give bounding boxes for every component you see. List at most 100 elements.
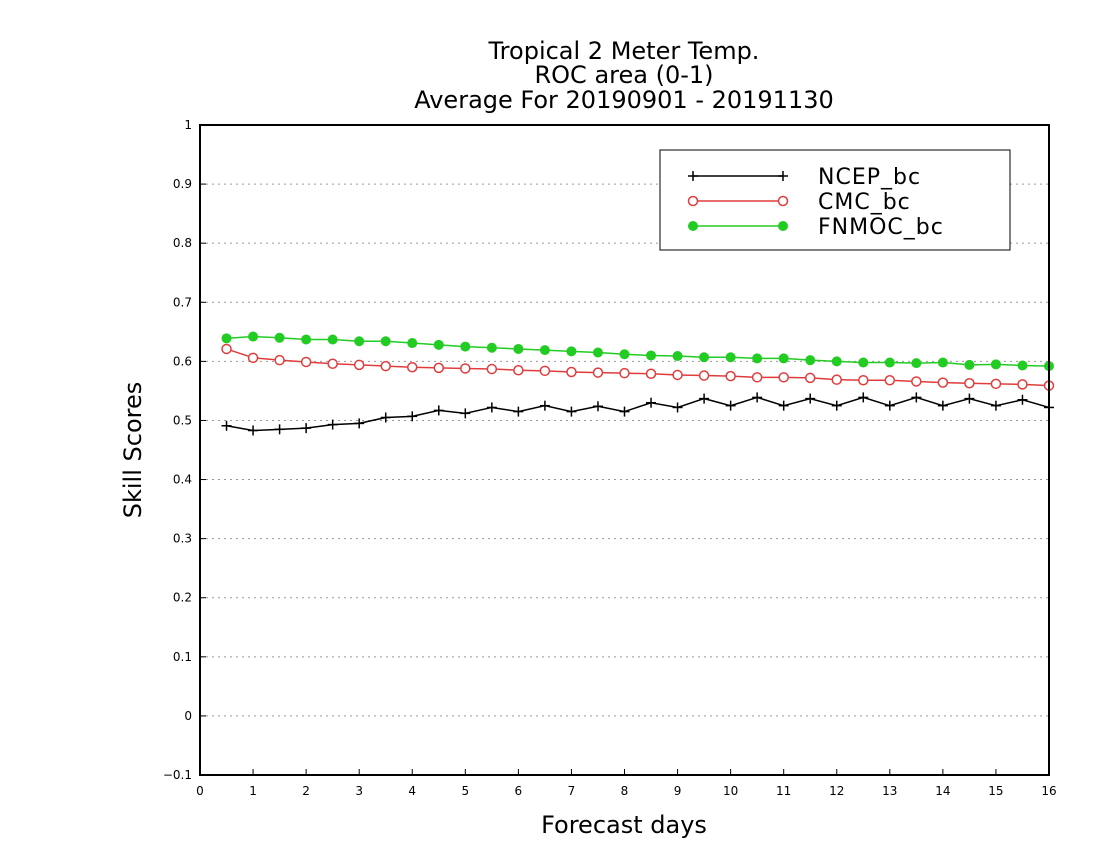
data-point-fnmoc-bc bbox=[380, 336, 391, 347]
data-point-cmc-bc bbox=[725, 370, 736, 382]
data-point-fnmoc-bc bbox=[778, 353, 789, 364]
data-point-fnmoc-bc bbox=[1017, 360, 1028, 371]
data-point-cmc-bc bbox=[486, 363, 498, 375]
data-point-cmc-bc bbox=[672, 369, 683, 381]
x-tick-label: 6 bbox=[515, 784, 523, 798]
legend-marker bbox=[778, 221, 788, 231]
data-point-cmc-bc bbox=[964, 377, 975, 389]
legend-label: CMC_bc bbox=[818, 190, 911, 215]
data-point-fnmoc-bc bbox=[619, 349, 630, 360]
data-point-fnmoc-bc bbox=[752, 353, 763, 364]
title-line-2: ROC area (0-1) bbox=[534, 61, 713, 89]
data-point-ncep-bc bbox=[725, 400, 736, 411]
data-point-cmc-bc bbox=[990, 378, 1002, 390]
data-point-ncep-bc bbox=[566, 406, 577, 417]
data-point-ncep-bc bbox=[433, 405, 444, 416]
data-point-cmc-bc bbox=[884, 375, 896, 386]
data-point-ncep-bc bbox=[699, 393, 710, 404]
series-ncep-bc bbox=[221, 392, 1054, 436]
legend-marker bbox=[688, 221, 698, 231]
data-point-fnmoc-bc bbox=[805, 355, 816, 366]
data-point-cmc-bc bbox=[858, 375, 869, 386]
x-tick-label: 9 bbox=[674, 784, 682, 798]
y-tick-label: 0 bbox=[184, 709, 192, 723]
x-tick-label: 11 bbox=[776, 784, 791, 798]
data-point-fnmoc-bc bbox=[486, 342, 497, 353]
y-tick-label: 0.7 bbox=[173, 295, 192, 309]
series-line-ncep-bc bbox=[226, 396, 1050, 432]
y-tick-label: 0.6 bbox=[173, 354, 192, 368]
x-tick-label: 12 bbox=[829, 784, 844, 798]
data-point-cmc-bc bbox=[619, 367, 630, 379]
data-point-cmc-bc bbox=[911, 376, 922, 387]
x-tick-label: 0 bbox=[196, 784, 204, 798]
x-axis-ticks: 0 1 2 3 4 5 6 7 8 9 10 11 12 13 14 15 16 bbox=[196, 769, 1057, 798]
data-point-cmc-bc bbox=[1017, 379, 1028, 390]
data-point-ncep-bc bbox=[354, 418, 365, 429]
data-point-ncep-bc bbox=[646, 397, 657, 408]
data-point-ncep-bc bbox=[858, 392, 869, 403]
y-tick-label: 1 bbox=[184, 118, 192, 132]
data-point-ncep-bc bbox=[592, 401, 603, 412]
data-point-ncep-bc bbox=[990, 400, 1001, 411]
data-point-cmc-bc bbox=[300, 356, 312, 368]
x-tick-label: 10 bbox=[723, 784, 738, 798]
data-point-cmc-bc bbox=[353, 359, 365, 371]
data-point-ncep-bc bbox=[805, 393, 816, 404]
data-point-ncep-bc bbox=[513, 406, 524, 417]
y-tick-label: 0.8 bbox=[173, 236, 192, 250]
data-point-ncep-bc bbox=[539, 400, 550, 411]
y-tick-label: 0.2 bbox=[173, 591, 192, 605]
data-point-fnmoc-bc bbox=[672, 351, 683, 362]
data-point-cmc-bc bbox=[380, 360, 391, 372]
data-point-cmc-bc bbox=[831, 374, 842, 385]
x-tick-label: 4 bbox=[408, 784, 416, 798]
data-point-ncep-bc bbox=[1017, 394, 1028, 405]
y-tick-label: 0.9 bbox=[173, 177, 192, 191]
data-point-fnmoc-bc bbox=[725, 352, 736, 363]
data-point-fnmoc-bc bbox=[407, 338, 418, 349]
data-point-ncep-bc bbox=[964, 393, 975, 404]
data-point-fnmoc-bc bbox=[858, 357, 869, 368]
data-point-ncep-bc bbox=[460, 408, 471, 419]
data-point-cmc-bc bbox=[778, 372, 789, 383]
data-point-ncep-bc bbox=[752, 392, 763, 403]
data-point-ncep-bc bbox=[619, 406, 630, 417]
y-tick-label: 0.5 bbox=[173, 413, 192, 427]
title-line-1: Tropical 2 Meter Temp. bbox=[488, 37, 760, 65]
data-point-cmc-bc bbox=[937, 377, 949, 388]
x-tick-label: 16 bbox=[1041, 784, 1056, 798]
data-point-cmc-bc bbox=[804, 372, 816, 384]
grid-lines bbox=[200, 183, 1049, 717]
y-tick-label: 0.1 bbox=[173, 650, 192, 664]
data-point-cmc-bc bbox=[566, 366, 577, 378]
data-point-fnmoc-bc bbox=[831, 356, 842, 367]
data-point-cmc-bc bbox=[247, 352, 259, 364]
data-point-cmc-bc bbox=[645, 368, 657, 380]
data-point-ncep-bc bbox=[831, 400, 842, 411]
y-tick-label: −0.1 bbox=[163, 768, 192, 782]
data-point-fnmoc-bc bbox=[460, 341, 471, 352]
series-layer bbox=[221, 331, 1055, 436]
data-point-fnmoc-bc bbox=[566, 346, 577, 357]
data-point-fnmoc-bc bbox=[539, 345, 550, 356]
data-point-cmc-bc bbox=[407, 362, 418, 373]
x-tick-label: 14 bbox=[935, 784, 950, 798]
data-point-fnmoc-bc bbox=[884, 357, 895, 368]
data-point-ncep-bc bbox=[778, 400, 789, 411]
x-tick-label: 15 bbox=[988, 784, 1003, 798]
data-point-cmc-bc bbox=[274, 354, 285, 366]
series-line-fnmoc-bc bbox=[226, 335, 1050, 367]
data-point-fnmoc-bc bbox=[248, 331, 259, 342]
data-point-fnmoc-bc bbox=[937, 357, 948, 368]
legend-entry-ncep-bc: NCEP_bc bbox=[688, 165, 920, 190]
data-point-cmc-bc bbox=[327, 358, 338, 369]
data-point-cmc-bc bbox=[539, 365, 551, 377]
data-point-ncep-bc bbox=[672, 402, 683, 413]
y-tick-label: 0.4 bbox=[173, 473, 192, 487]
data-point-fnmoc-bc bbox=[646, 350, 657, 361]
data-point-ncep-bc bbox=[486, 402, 497, 413]
